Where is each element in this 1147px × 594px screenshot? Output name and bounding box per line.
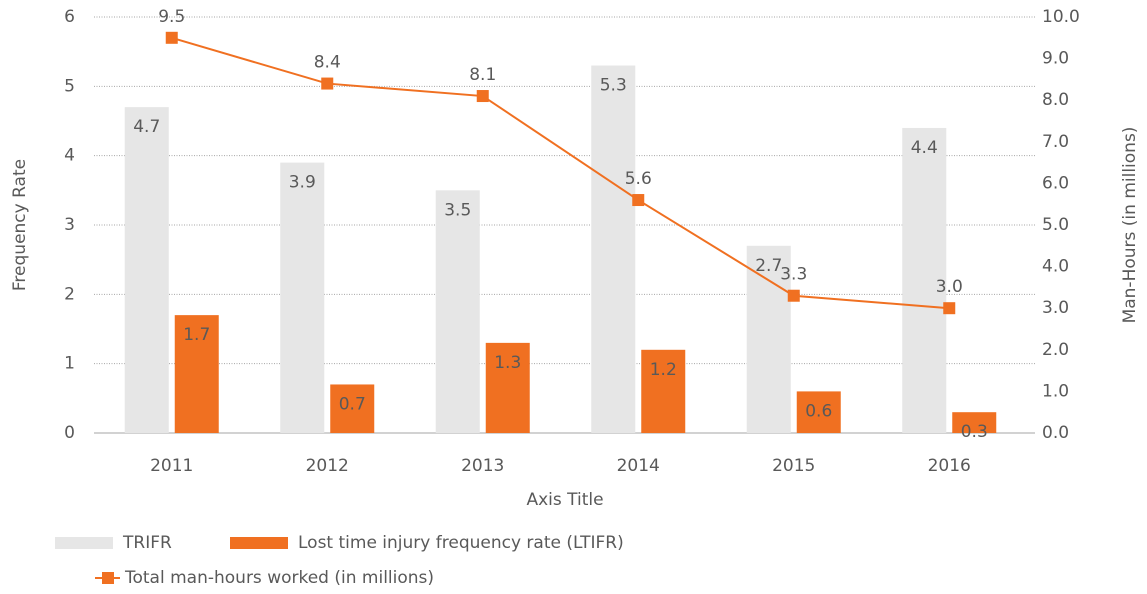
bar-value-label: 5.3 — [600, 76, 627, 96]
y-axis-title: Frequency Rate — [10, 159, 30, 291]
line-marker — [476, 90, 489, 103]
line-value-label: 3.3 — [780, 265, 807, 285]
legend-swatch — [230, 537, 288, 549]
bar — [952, 412, 997, 433]
bar-value-label: 1.3 — [494, 353, 521, 373]
bar — [902, 127, 947, 433]
bar-value-label: 3.5 — [444, 200, 471, 220]
legend-swatch — [55, 537, 113, 549]
x-tick-label: 2016 — [928, 456, 971, 476]
line-marker — [943, 302, 956, 315]
line-value-label: 9.5 — [158, 7, 185, 27]
y2-tick-label: 3.0 — [1042, 298, 1069, 318]
bar — [124, 107, 169, 433]
x-tick-label: 2015 — [772, 456, 815, 476]
bar-value-label: 4.4 — [911, 138, 938, 158]
bar-value-label: 4.7 — [133, 117, 160, 137]
x-tick-label: 2012 — [306, 456, 349, 476]
line — [171, 36, 950, 310]
line-value-label: 3.0 — [936, 277, 963, 297]
y-tick-label: 5 — [64, 76, 75, 96]
y-tick-label: 4 — [64, 146, 75, 166]
bar-value-label: 2.7 — [755, 256, 782, 276]
y2-tick-label: 6.0 — [1042, 173, 1069, 193]
bar — [591, 65, 636, 434]
bar-value-label: 0.7 — [339, 394, 366, 414]
bar — [796, 391, 841, 433]
bar-value-label: 1.7 — [183, 325, 210, 345]
legend-label: TRIFR — [122, 533, 172, 553]
line-value-label: 5.6 — [625, 169, 652, 189]
y-tick-label: 6 — [64, 7, 75, 27]
bar-value-label: 1.2 — [650, 360, 677, 380]
bar — [174, 315, 219, 433]
x-tick-label: 2011 — [150, 456, 193, 476]
x-tick-label: 2014 — [617, 456, 660, 476]
line-marker — [321, 77, 334, 90]
x-tick-label: 2013 — [461, 456, 504, 476]
legend-marker — [102, 572, 114, 584]
y2-tick-label: 9.0 — [1042, 49, 1069, 69]
y2-tick-label: 8.0 — [1042, 90, 1069, 110]
y-tick-label: 2 — [64, 284, 75, 304]
x-axis-title: Axis Title — [526, 490, 603, 510]
y-tick-label: 3 — [64, 215, 75, 235]
y2-tick-label: 4.0 — [1042, 257, 1069, 277]
bar — [746, 245, 791, 433]
y2-tick-label: 1.0 — [1042, 381, 1069, 401]
bar — [641, 349, 686, 433]
line-marker — [165, 31, 178, 44]
bar — [435, 190, 480, 433]
bar-value-label: 0.3 — [961, 422, 988, 442]
legend-label: Total man-hours worked (in millions) — [124, 568, 434, 588]
bar — [485, 342, 530, 433]
y2-axis-title: Man-Hours (in millions) — [1120, 127, 1140, 324]
y2-tick-label: 7.0 — [1042, 132, 1069, 152]
y2-tick-label: 5.0 — [1042, 215, 1069, 235]
bar — [280, 162, 325, 433]
y-tick-label: 1 — [64, 354, 75, 374]
y2-tick-label: 2.0 — [1042, 340, 1069, 360]
y2-tick-label: 0.0 — [1042, 423, 1069, 443]
bar — [330, 384, 375, 433]
legend-label: Lost time injury frequency rate (LTIFR) — [298, 533, 624, 553]
y-tick-label: 0 — [64, 423, 75, 443]
line-marker — [632, 194, 645, 207]
line-value-label: 8.4 — [314, 53, 341, 73]
line-value-label: 8.1 — [469, 65, 496, 85]
line-marker — [787, 289, 800, 302]
bar-value-label: 0.6 — [805, 401, 832, 421]
bar-value-label: 3.9 — [289, 173, 316, 193]
y2-tick-label: 10.0 — [1042, 7, 1080, 27]
